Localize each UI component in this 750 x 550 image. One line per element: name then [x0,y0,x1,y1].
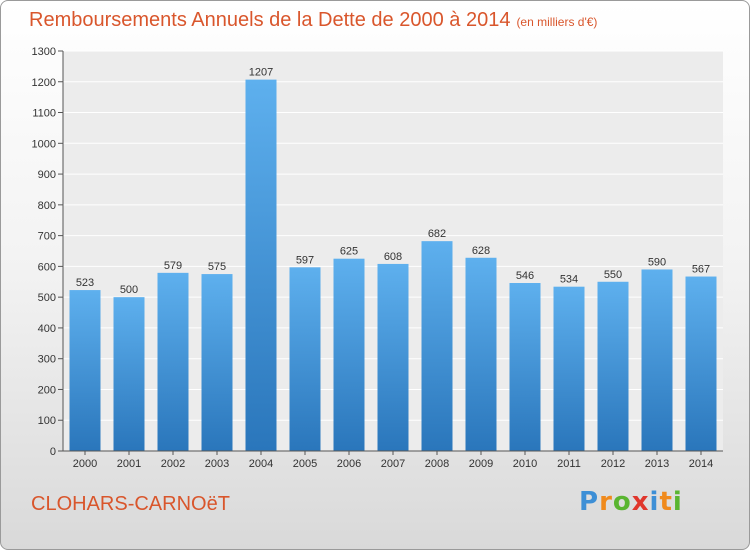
y-tick-label: 700 [38,231,56,243]
bar [553,286,585,451]
bar-value-label: 590 [648,256,666,268]
y-tick-label: 1000 [32,138,56,150]
y-tick-label: 200 [38,384,56,396]
x-tick-label: 2000 [73,458,97,470]
bar [509,283,541,451]
y-tick-label: 1300 [32,46,56,58]
x-tick-label: 2010 [513,458,537,470]
y-tick-label: 600 [38,261,56,273]
x-tick-label: 2003 [205,458,229,470]
bar [465,257,497,451]
bar-value-label: 575 [208,261,226,273]
bar [597,281,629,451]
x-tick-label: 2012 [601,458,625,470]
x-tick-label: 2013 [645,458,669,470]
title-text: Remboursements Annuels de la Dette de 20… [29,9,511,31]
bar-value-label: 625 [340,246,358,258]
bar-value-label: 608 [384,251,402,263]
bar [69,290,101,451]
bar [421,241,453,451]
bar-value-label: 597 [296,254,314,266]
x-tick-label: 2002 [161,458,185,470]
logo-letter: x [631,487,650,517]
y-tick-label: 1200 [32,77,56,89]
bar-value-label: 523 [76,277,94,289]
logo-letter: i [649,487,660,517]
x-tick-label: 2011 [557,458,581,470]
y-tick-label: 100 [38,415,56,427]
y-tick-label: 300 [38,354,56,366]
y-tick-label: 0 [50,446,56,458]
y-tick-label: 500 [38,292,56,304]
bar-value-label: 567 [692,264,710,276]
bar [377,263,409,451]
x-tick-label: 2001 [117,458,141,470]
x-tick-label: 2005 [293,458,317,470]
bar-value-label: 579 [164,260,182,272]
bar-value-label: 628 [472,245,490,257]
bar-value-label: 546 [516,270,534,282]
bar-value-label: 682 [428,228,446,240]
bar-value-label: 534 [560,274,578,286]
logo-letter: t [659,487,673,517]
x-tick-label: 2014 [689,458,713,470]
bar [641,269,673,451]
bar [685,276,717,451]
y-tick-label: 1100 [32,108,56,120]
x-tick-label: 2004 [249,458,273,470]
proxiti-logo: Proxiti [579,487,683,517]
bar [333,258,365,451]
bar-value-label: 500 [120,284,138,296]
x-tick-label: 2008 [425,458,449,470]
y-tick-label: 900 [38,169,56,181]
x-tick-label: 2007 [381,458,405,470]
logo-letter: r [599,487,613,517]
bar-value-label: 1207 [249,67,273,79]
bar [157,272,189,451]
logo-letter: i [672,487,683,517]
bar-value-label: 550 [604,269,622,281]
bar [113,297,145,451]
bar [289,267,321,451]
chart-subtitle: (en milliers d'€) [516,15,598,29]
bar [201,274,233,451]
y-axis: 0 100 200 300 400 500 600 700 800 900 1000 1100 1200… [32,46,64,458]
chart-title: Remboursements Annuels de la Dette de 20… [29,9,597,32]
x-axis: 2000 2001 2002 2003 2004 2005 2006 2007 2008 2009… [63,450,723,470]
commune-name: CLOHARS-CARNOëT [31,493,230,515]
logo-letter: P [579,487,600,517]
bars: 523 500 579 575 1207 597 625 608 682 628 546 534 550… [69,67,717,451]
x-tick-label: 2006 [337,458,361,470]
y-tick-label: 400 [38,323,56,335]
logo-letter: o [612,487,632,517]
bar [245,79,277,451]
x-tick-label: 2009 [469,458,493,470]
y-tick-label: 800 [38,200,56,212]
